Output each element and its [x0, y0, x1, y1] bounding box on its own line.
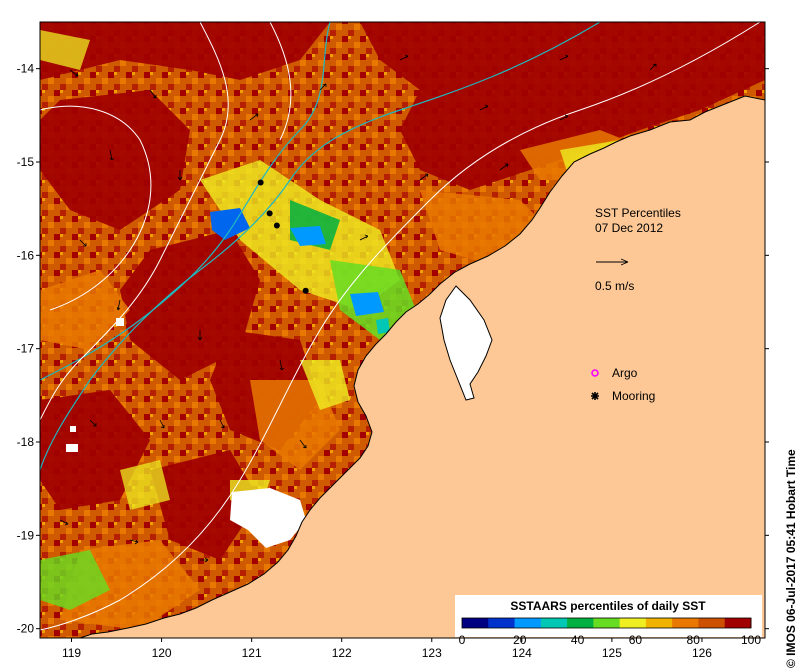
y-axis: -14 -15 -16 -17 -18 -19 -20 — [17, 62, 769, 636]
x-tick-label: 122 — [332, 646, 352, 660]
colorbar-tick-label: 20 — [513, 633, 527, 647]
y-tick-label: -20 — [17, 622, 35, 636]
colorbar-tick-label: 0 — [459, 633, 466, 647]
mooring-marker — [302, 287, 309, 294]
y-tick-label: -16 — [17, 248, 35, 262]
x-tick-label: 120 — [152, 646, 172, 660]
colorbar-swatch — [514, 618, 542, 628]
colorbar-swatch — [462, 618, 489, 628]
colorbar-swatch — [645, 618, 673, 628]
estuary — [439, 285, 493, 401]
colorbar-swatch — [593, 618, 621, 628]
mooring-marker — [266, 210, 273, 217]
colorbar-tick-label: 40 — [571, 633, 585, 647]
colorbar-tick-label: 60 — [629, 633, 643, 647]
colorbar-ticks: 0 20 40 60 80 100 — [459, 633, 762, 647]
colorbar-swatch — [698, 618, 726, 628]
mooring-marker — [273, 222, 280, 229]
cold-percentile-patches — [210, 208, 390, 334]
mooring-marker-icon — [591, 392, 599, 400]
argo-label: Argo — [612, 366, 638, 380]
argo-marker-icon — [591, 369, 599, 377]
current-vectors — [59, 54, 657, 563]
colorbar-swatch — [488, 618, 516, 628]
x-axis: 119 120 121 122 123 124 125 126 — [62, 638, 712, 660]
shelf-isobath-north — [40, 22, 331, 381]
shelf-isobath — [40, 22, 601, 471]
colorbar-swatch — [724, 618, 752, 628]
contour-lines — [40, 22, 761, 631]
credit-stamp: © IMOS 06-Jul-2017 05:41 Hobart Time — [784, 449, 798, 668]
colorbar-title: SSTAARS percentiles of daily SST — [510, 599, 706, 613]
mooring-markers — [257, 179, 309, 294]
x-tick-label: 124 — [512, 646, 532, 660]
vector-scale-label: 0.5 m/s — [595, 279, 634, 293]
y-tick-label: -15 — [17, 155, 35, 169]
colorbar-legend: SSTAARS percentiles of daily SST 0 20 40 60… — [455, 595, 762, 647]
colorbar-swatch — [567, 618, 594, 628]
land-mass — [79, 95, 765, 638]
colorbar-tick-label: 100 — [741, 633, 761, 647]
colorbar-outline — [461, 617, 752, 629]
x-tick-label: 119 — [62, 646, 81, 660]
colorbar-tick-label: 80 — [687, 633, 701, 647]
x-tick-label: 121 — [242, 646, 262, 660]
map-title-line1: SST Percentiles — [595, 206, 681, 220]
y-tick-label: -18 — [17, 435, 35, 449]
vector-scale-arrow — [596, 258, 629, 266]
x-tick-label: 125 — [602, 646, 622, 660]
colorbar-swatch — [619, 618, 647, 628]
y-tick-label: -14 — [17, 62, 35, 76]
y-tick-label: -17 — [17, 342, 35, 356]
map-title-line2: 07 Dec 2012 — [595, 221, 663, 235]
y-tick-label: -19 — [17, 528, 35, 542]
plot-frame — [39, 21, 766, 639]
mooring-marker — [257, 179, 264, 186]
colorbar-background — [455, 595, 762, 637]
x-tick-label: 126 — [692, 646, 712, 660]
no-data-patches — [66, 318, 306, 548]
colorbar-swatches — [462, 618, 752, 628]
mooring-label: Mooring — [612, 389, 655, 403]
x-tick-label: 123 — [422, 646, 442, 660]
colorbar-swatch — [540, 618, 568, 628]
colorbar-swatch — [672, 618, 699, 628]
